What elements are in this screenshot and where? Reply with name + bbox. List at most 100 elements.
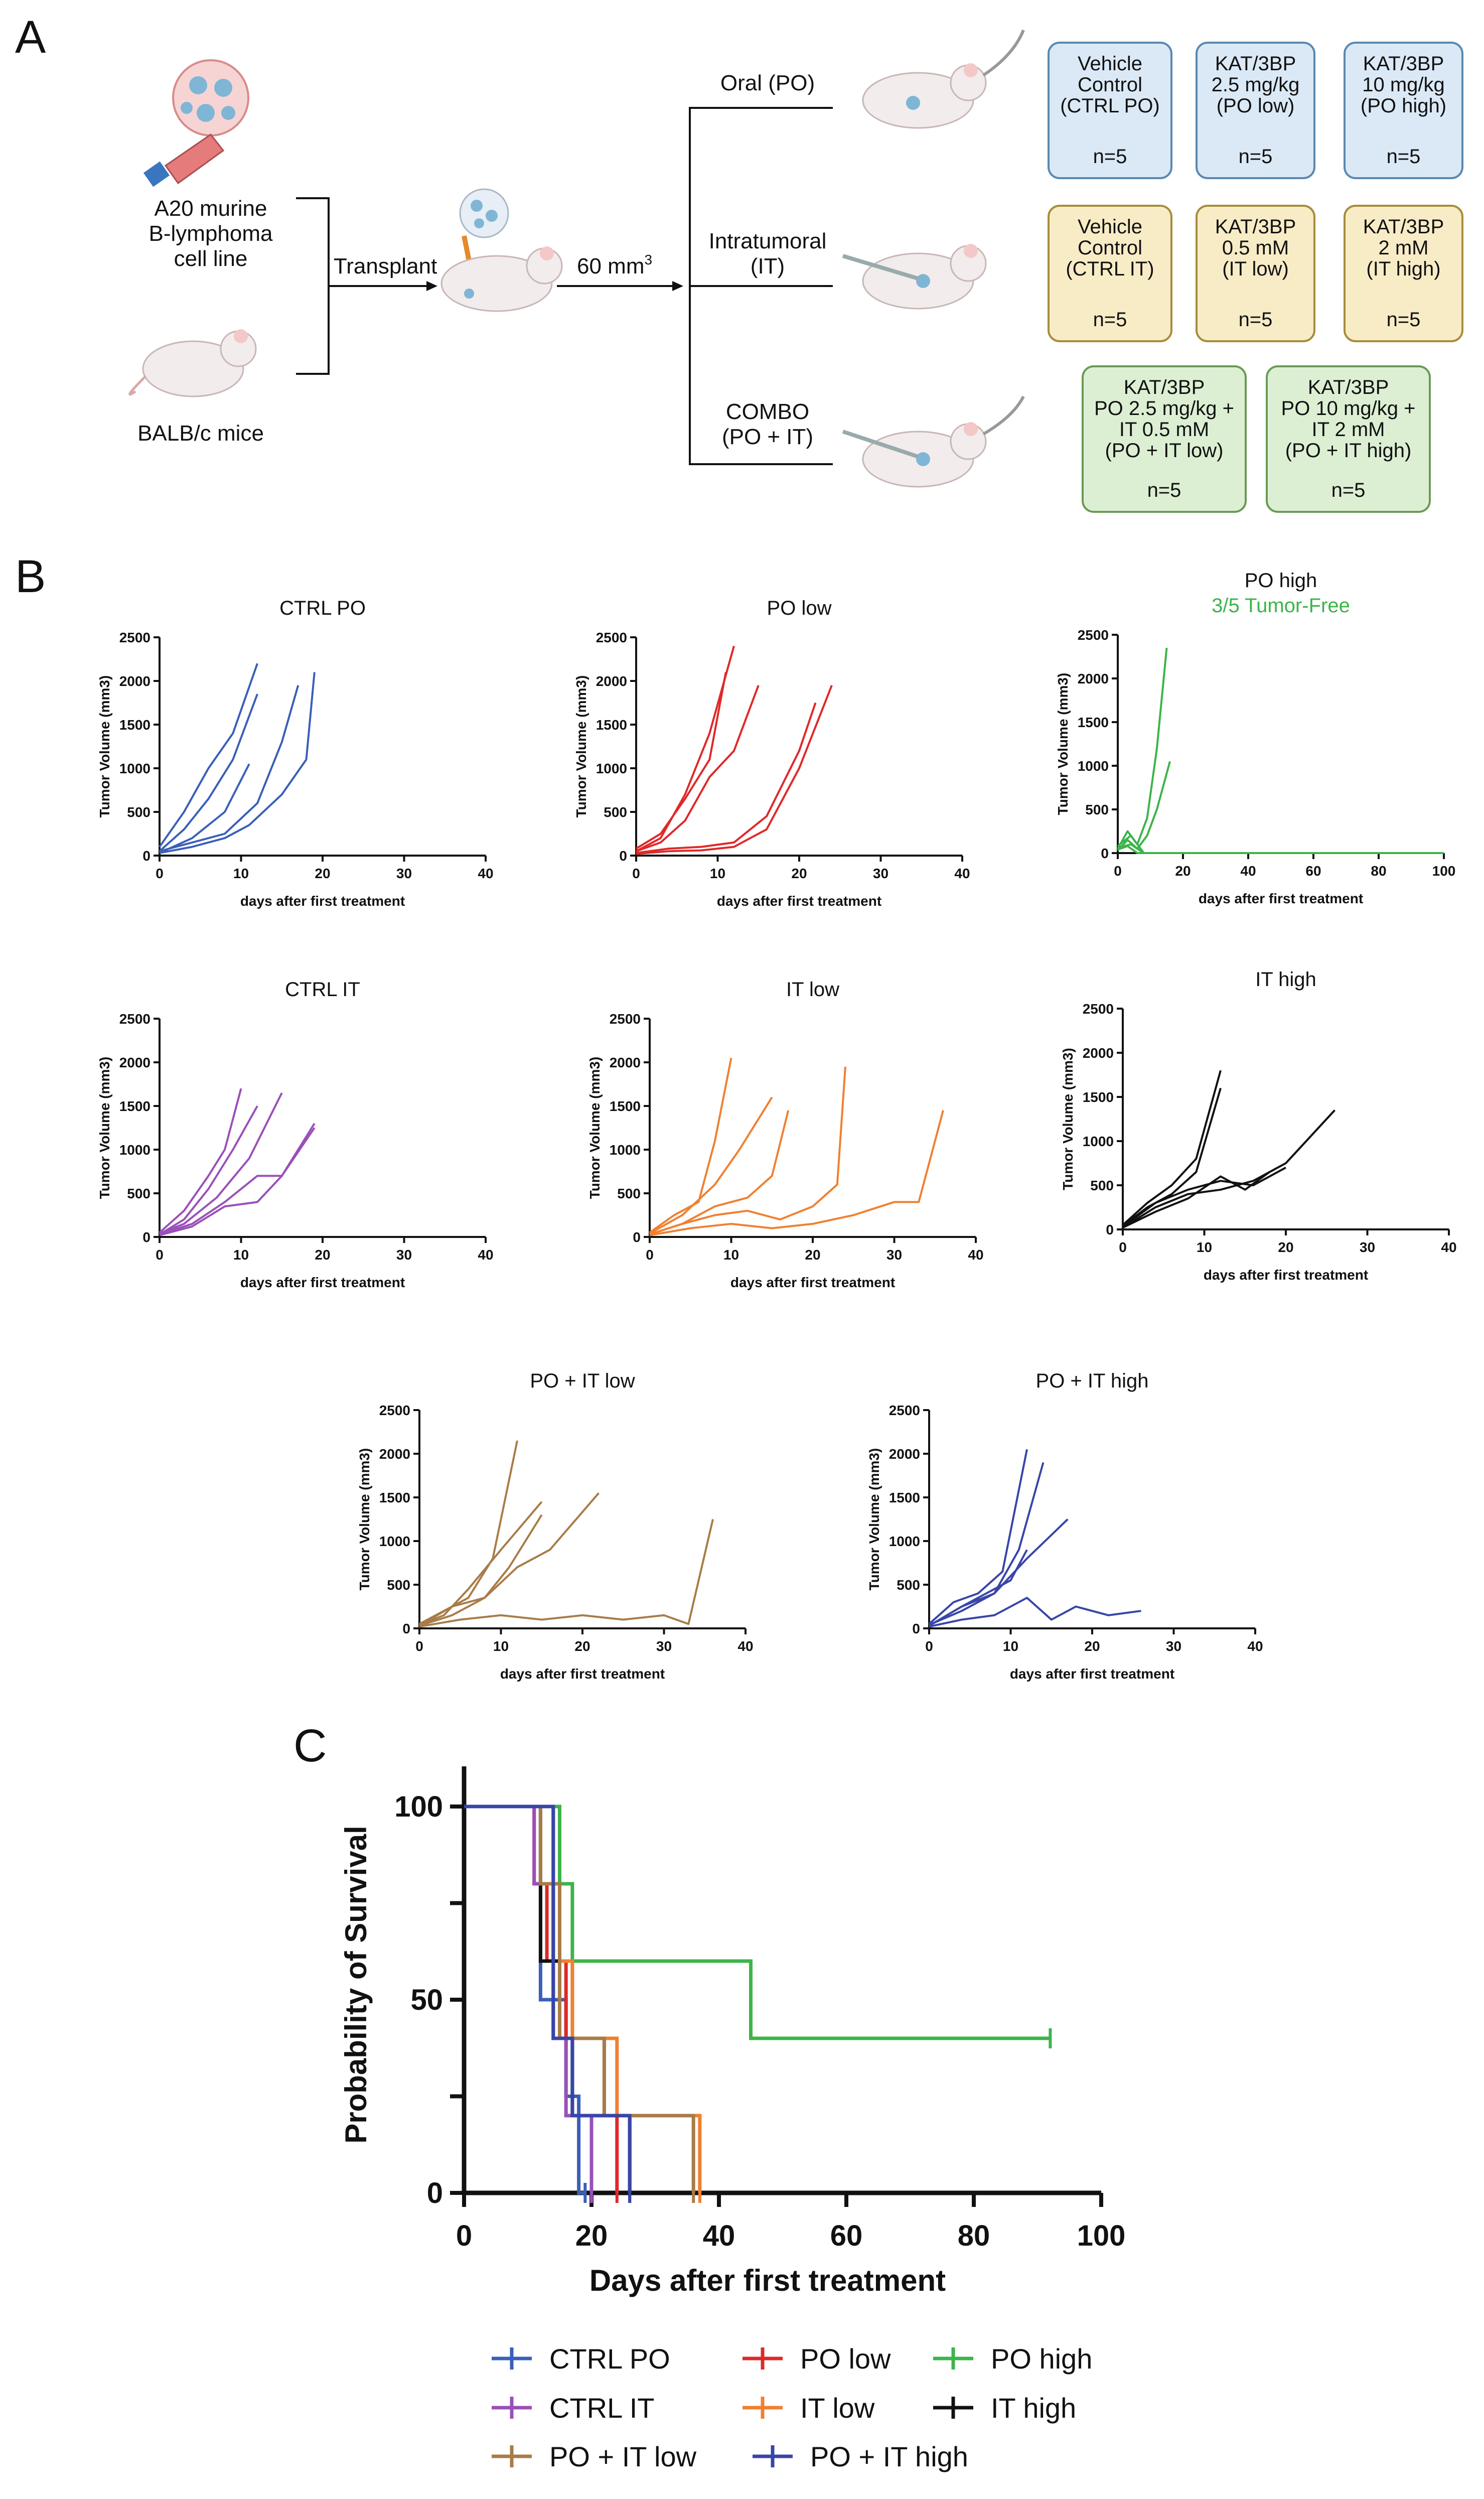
x-tick-label: 0 (925, 1638, 933, 1654)
chart-title: CTRL PO (279, 597, 366, 619)
y-axis-label: Tumor Volume (mm3) (97, 1057, 112, 1199)
transplant-mouse-icon (440, 188, 563, 312)
x-axis-label: days after first treatment (730, 1275, 895, 1290)
y-tick-label: 500 (604, 804, 627, 820)
x-tick-label: 0 (156, 1247, 164, 1263)
x-tick-label: 20 (791, 866, 807, 881)
y-tick-label: 1500 (596, 717, 627, 733)
y-tick-label: 2500 (610, 1011, 641, 1027)
group-box-n: n=5 (1093, 146, 1127, 168)
chart-title: PO high (1245, 570, 1317, 592)
group-box-n: n=5 (1239, 309, 1273, 331)
group-box-n: n=5 (1387, 146, 1421, 168)
y-tick-label: 0 (619, 848, 627, 864)
group-box-line: IT 0.5 mM (1119, 419, 1209, 441)
route-it-label-2: (IT) (751, 254, 785, 279)
oral-mouse-icon (862, 29, 1025, 129)
chart-4: CTRL IT 0 10 20 30 40 0 500 1000 1500 2000 2500 days… (97, 979, 494, 1290)
x-tick-label: 40 (1240, 863, 1256, 879)
series-line-4 (159, 1123, 316, 1235)
cell-line-label-3: cell line (174, 246, 248, 271)
legend-label: CTRL PO (549, 2343, 670, 2375)
x-tick-label: 20 (1175, 863, 1191, 879)
km-y-tick-label: 50 (410, 1984, 443, 2016)
x-tick-label: 40 (968, 1247, 983, 1263)
series-line-1 (649, 1057, 732, 1233)
route-it-label-1: Intratumoral (709, 229, 827, 253)
km-x-tick-label: 20 (575, 2219, 608, 2252)
group-box-line: PO 2.5 mg/kg + (1094, 397, 1234, 420)
y-tick-label: 1500 (119, 717, 151, 733)
x-tick-label: 20 (1084, 1638, 1100, 1654)
series-line-2 (649, 1096, 773, 1234)
chart-6: IT high 0 10 20 30 40 0 500 1000 1500 2000 2500 days… (1060, 968, 1457, 1283)
cell-line-label-1: A20 murine (154, 196, 267, 221)
group-box-line: (CTRL IT) (1066, 258, 1154, 280)
group-box-line: KAT/3BP (1308, 376, 1389, 398)
x-tick-label: 60 (1305, 863, 1321, 879)
series-line-4 (1117, 843, 1444, 854)
series-line-1 (159, 1088, 242, 1233)
group-box-line: 10 mg/kg (1362, 74, 1445, 96)
legend-label: PO + IT high (810, 2441, 968, 2472)
y-tick-label: 0 (142, 848, 151, 864)
x-tick-label: 10 (1197, 1239, 1212, 1255)
series-line-3 (159, 1092, 283, 1234)
series-line-4 (928, 1549, 1028, 1627)
x-tick-label: 10 (493, 1638, 509, 1654)
series-line-5 (159, 763, 250, 854)
chart-7: PO + IT low 0 10 20 30 40 0 500 1000 1500 2000 2500… (357, 1370, 754, 1682)
series-line-3 (418, 1514, 543, 1627)
x-tick-label: 0 (632, 866, 640, 881)
km-y-tick-label: 100 (394, 1790, 443, 1823)
group-box-line: (PO + IT high) (1285, 440, 1412, 462)
x-tick-label: 10 (710, 866, 725, 881)
series-line-2 (419, 1501, 543, 1626)
x-tick-label: 0 (1114, 863, 1122, 879)
x-tick-label: 10 (723, 1247, 739, 1263)
mouse-icon (128, 329, 257, 397)
x-tick-label: 30 (886, 1247, 902, 1263)
y-tick-label: 1500 (1078, 715, 1109, 730)
series-line-1 (636, 645, 735, 853)
group-box-bg (1196, 42, 1315, 179)
group-box-n: n=5 (1239, 146, 1273, 168)
x-tick-label: 10 (1003, 1638, 1018, 1654)
x-tick-label: 30 (873, 866, 888, 881)
group-box-line: (CTRL PO) (1060, 95, 1160, 117)
legend-item-4: CTRL IT (492, 2392, 654, 2424)
group-box-line: IT 2 mM (1312, 419, 1385, 441)
survival-plot: 0 20 40 60 80 100 0 50 100 Days after first treat… (339, 1766, 1125, 2297)
y-tick-label: 1000 (889, 1534, 920, 1549)
group-box-line: KAT/3BP (1124, 376, 1205, 398)
chart-8: PO + IT high 0 10 20 30 40 0 500 1000 1500 2000 250… (866, 1370, 1263, 1682)
series-line-5 (636, 684, 833, 855)
legend-label: PO + IT low (549, 2441, 697, 2472)
y-tick-label: 1000 (1083, 1134, 1114, 1149)
x-tick-label: 40 (954, 866, 970, 881)
series-line-3 (1122, 1167, 1286, 1228)
y-tick-label: 2500 (119, 1011, 151, 1027)
y-tick-label: 2000 (119, 673, 151, 689)
group-box-line: KAT/3BP (1363, 216, 1444, 238)
legend-label: CTRL IT (549, 2392, 654, 2424)
y-tick-label: 2500 (1078, 627, 1109, 643)
x-tick-label: 10 (233, 1247, 249, 1263)
x-axis-label: days after first treatment (1199, 891, 1363, 906)
y-tick-label: 1500 (119, 1098, 151, 1114)
group-box-line: Vehicle (1078, 53, 1142, 75)
chart-title: IT low (786, 979, 839, 1001)
legend-label: PO high (991, 2343, 1092, 2375)
y-tick-label: 2000 (379, 1446, 410, 1462)
y-axis-label: Tumor Volume (mm3) (1060, 1048, 1076, 1190)
x-tick-label: 20 (1278, 1239, 1293, 1255)
group-box-bg (1082, 365, 1247, 513)
y-tick-label: 0 (402, 1621, 410, 1636)
chart-title: CTRL IT (285, 979, 360, 1001)
legend-item-5: IT low (743, 2392, 875, 2424)
chart-1: CTRL PO 0 10 20 30 40 0 500 1000 1500 2000 2500 days… (97, 597, 494, 909)
